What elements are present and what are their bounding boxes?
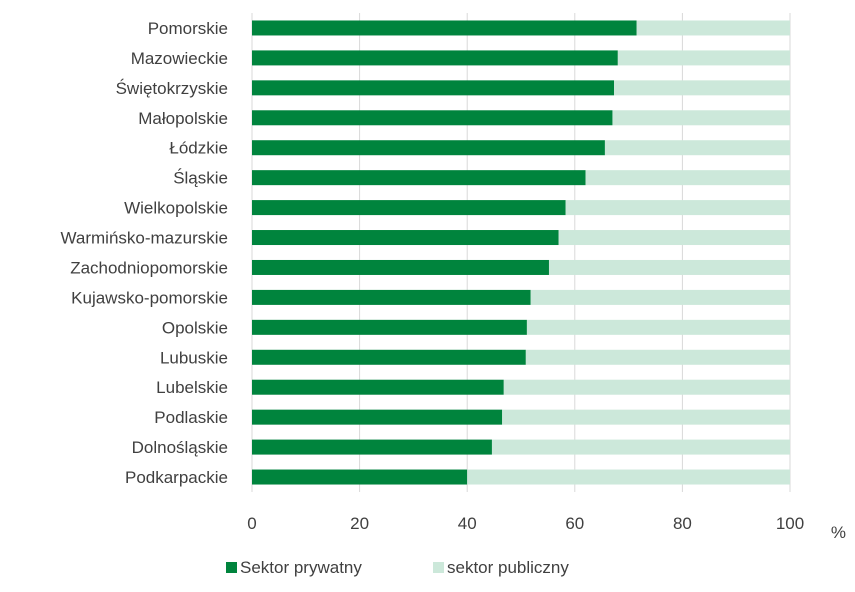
- bar-sektor-publiczny: [558, 230, 790, 246]
- x-tick-label: 40: [458, 514, 477, 533]
- bar-sektor-publiczny: [503, 379, 790, 395]
- x-tick-labels: 0 20 40 60 80 100: [247, 514, 804, 533]
- category-label: Zachodniopomorskie: [70, 258, 228, 277]
- bar-sektor-prywatny: [252, 319, 527, 335]
- bar-sektor-prywatny: [252, 20, 637, 36]
- bar-sektor-prywatny: [252, 200, 566, 216]
- category-label: Wielkopolskie: [124, 199, 228, 218]
- bar-sektor-publiczny: [502, 409, 790, 425]
- category-label: Dolnośląskie: [132, 438, 228, 457]
- bar-sektor-prywatny: [252, 289, 531, 305]
- legend-swatch: [433, 562, 444, 573]
- bar-sektor-prywatny: [252, 379, 504, 395]
- legend-label: sektor publiczny: [447, 558, 569, 577]
- bar-sektor-publiczny: [491, 439, 790, 455]
- category-label: Lubelskie: [156, 378, 228, 397]
- bar-sektor-prywatny: [252, 230, 559, 246]
- bar-sektor-publiczny: [636, 20, 790, 36]
- category-label: Świętokrzyskie: [116, 79, 228, 98]
- bar-sektor-publiczny: [585, 170, 790, 186]
- bar-sektor-publiczny: [525, 349, 790, 365]
- x-tick-label: 100: [776, 514, 804, 533]
- bars: [252, 20, 790, 485]
- x-tick-label: 0: [247, 514, 256, 533]
- bar-sektor-publiczny: [548, 259, 790, 275]
- bar-sektor-publiczny: [467, 469, 790, 485]
- category-labels: Pomorskie Mazowieckie Świętokrzyskie Małopo…: [60, 19, 228, 487]
- category-label: Mazowieckie: [131, 49, 228, 68]
- bar-sektor-prywatny: [252, 50, 618, 66]
- bar-sektor-publiczny: [604, 140, 790, 156]
- legend: Sektor prywatny sektor publiczny: [226, 558, 569, 577]
- bar-sektor-prywatny: [252, 170, 586, 186]
- bar-sektor-prywatny: [252, 259, 549, 275]
- bar-sektor-publiczny: [612, 110, 790, 126]
- x-unit-label: %: [831, 523, 846, 542]
- legend-swatch: [226, 562, 237, 573]
- category-label: Podkarpackie: [125, 468, 228, 487]
- x-tick-label: 20: [350, 514, 369, 533]
- bar-sektor-publiczny: [617, 50, 790, 66]
- category-label: Lubuskie: [160, 348, 228, 367]
- category-label: Śląskie: [173, 169, 228, 188]
- bar-sektor-prywatny: [252, 110, 613, 126]
- category-label: Warmińsko-mazurskie: [60, 229, 228, 248]
- bar-sektor-prywatny: [252, 439, 492, 455]
- bar-sektor-publiczny: [526, 319, 790, 335]
- x-tick-label: 60: [565, 514, 584, 533]
- category-label: Opolskie: [162, 318, 228, 337]
- category-label: Kujawsko-pomorskie: [71, 288, 228, 307]
- category-label: Małopolskie: [138, 109, 228, 128]
- x-tick-label: 80: [673, 514, 692, 533]
- bar-sektor-publiczny: [614, 80, 790, 96]
- bar-sektor-prywatny: [252, 409, 503, 425]
- bar-sektor-prywatny: [252, 80, 615, 96]
- bar-sektor-publiczny: [565, 200, 790, 216]
- bar-sektor-prywatny: [252, 349, 526, 365]
- legend-label: Sektor prywatny: [240, 558, 362, 577]
- category-label: Pomorskie: [148, 19, 228, 38]
- bar-sektor-publiczny: [530, 289, 790, 305]
- bar-sektor-prywatny: [252, 469, 468, 485]
- bar-sektor-prywatny: [252, 140, 605, 156]
- category-label: Łódzkie: [169, 139, 228, 158]
- category-label: Podlaskie: [154, 408, 228, 427]
